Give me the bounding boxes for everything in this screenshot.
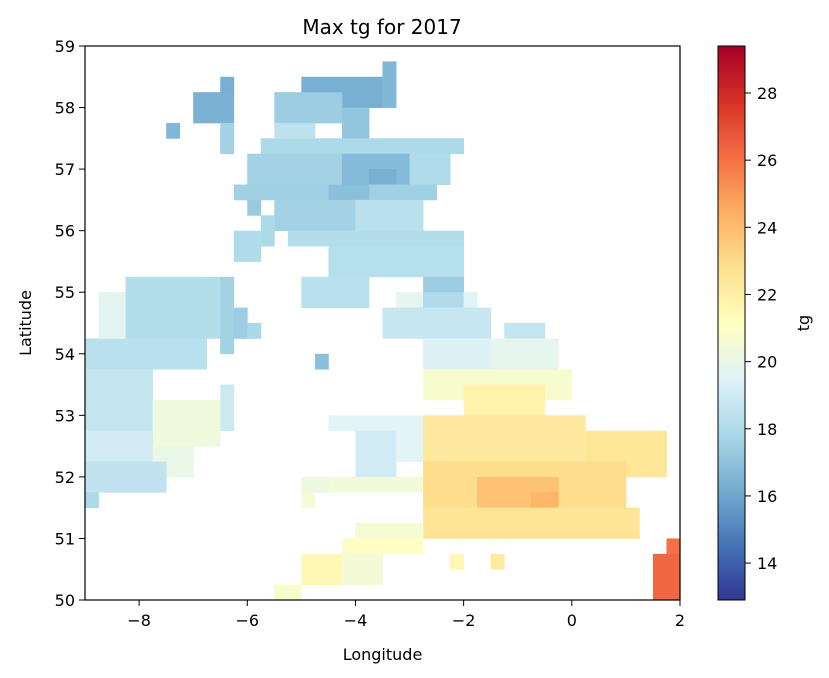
colorbar-tick-label: 22 [757, 285, 777, 304]
heatmap-cell [490, 553, 505, 570]
heatmap-cell [220, 76, 235, 93]
y-tick-label: 57 [55, 160, 75, 179]
heatmap-cell [423, 276, 465, 293]
heatmap-cell [85, 338, 208, 370]
colorbar-ticks: 14 16 18 20 22 24 26 28 [745, 84, 777, 573]
y-tick-label: 59 [55, 37, 75, 56]
chart-title: Max tg for 2017 [302, 15, 461, 39]
heatmap-cell [341, 107, 370, 139]
heatmap-cell [450, 553, 465, 570]
colorbar-tick-label: 24 [757, 218, 777, 237]
heatmap-cell [355, 523, 424, 539]
heatmap-cell [301, 476, 329, 493]
heatmap-cell [233, 230, 262, 262]
heatmap-cell [85, 430, 154, 462]
x-tick-label: 0 [567, 611, 577, 630]
heatmap-cell [463, 384, 546, 416]
heatmap-cells [85, 61, 681, 601]
heatmap-cell [220, 276, 235, 355]
heatmap-cell [301, 276, 370, 309]
heatmap-cell [396, 292, 424, 309]
heatmap-cell [314, 353, 329, 370]
heatmap-cell [666, 538, 681, 555]
colorbar-tick-label: 16 [757, 487, 777, 506]
heatmap-cell [85, 492, 99, 509]
heatmap-cell [490, 338, 559, 370]
heatmap-cell [85, 369, 154, 432]
heatmap-cell [98, 292, 126, 339]
heatmap-cell [355, 199, 424, 232]
heatmap-cell [328, 184, 370, 201]
y-tick-label: 51 [55, 529, 75, 548]
heatmap-cell [233, 307, 248, 339]
heatmap-cell [274, 122, 316, 139]
heatmap-cell [382, 307, 492, 339]
heatmap-cell [301, 553, 343, 586]
x-tick-label: 2 [675, 611, 685, 630]
heatmap-cell [341, 538, 424, 555]
x-axis: −8 −6 −4 −2 0 2 [127, 600, 685, 630]
x-tick-label: −2 [452, 611, 476, 630]
heatmap-cell [328, 476, 424, 493]
colorbar-label: tg [794, 315, 813, 331]
x-tick-label: −6 [235, 611, 259, 630]
y-axis-label: Latitude [16, 290, 35, 356]
y-tick-label: 50 [55, 591, 75, 610]
y-axis: 50 51 52 53 54 55 56 57 58 59 [55, 37, 85, 610]
heatmap-cell [368, 169, 397, 185]
heatmap-cell [166, 122, 181, 139]
y-tick-label: 53 [55, 406, 75, 425]
colorbar-tick-label: 14 [757, 554, 777, 573]
heatmap-cell [652, 553, 681, 601]
heatmap-cell [247, 199, 262, 216]
heatmap-cell [152, 399, 221, 447]
heatmap-cell [274, 584, 302, 601]
heatmap-cell [85, 461, 167, 493]
heatmap-cell [220, 384, 235, 432]
heatmap-cell [193, 92, 235, 124]
heatmap-cell [328, 246, 465, 278]
heatmap-cell [220, 122, 235, 155]
heatmap-cell [531, 492, 559, 509]
heatmap-cell [301, 492, 316, 509]
heatmap-cell [504, 323, 546, 339]
heatmap-cell [274, 92, 343, 124]
heatmap-cell [396, 430, 424, 462]
heatmap-cell [328, 415, 424, 432]
heatmap-cell [423, 292, 465, 309]
colorbar-tick-label: 26 [757, 151, 777, 170]
y-tick-label: 56 [55, 222, 75, 241]
y-tick-label: 58 [55, 99, 75, 118]
heatmap-cell [260, 215, 275, 247]
heatmap-cell [341, 553, 383, 586]
plot-frame [84, 45, 681, 601]
x-axis-label: Longitude [343, 645, 423, 664]
heatmap-cell [274, 199, 356, 232]
colorbar [717, 45, 746, 601]
x-tick-label: −8 [127, 611, 151, 630]
colorbar-tick-label: 18 [757, 420, 777, 439]
y-tick-label: 52 [55, 468, 75, 487]
heatmap-cell [125, 276, 221, 339]
heatmap-cell [423, 415, 586, 462]
heatmap-cell [423, 507, 640, 539]
heatmap-cell [409, 153, 451, 185]
x-tick-label: −4 [344, 611, 368, 630]
heatmap-cell [423, 338, 492, 370]
heatmap-cell [247, 323, 262, 339]
heatmap-cell [260, 138, 465, 155]
y-tick-label: 54 [55, 345, 75, 364]
heatmap-cell [355, 430, 397, 478]
heatmap-cell [287, 230, 465, 247]
heatmap-cell [382, 61, 397, 108]
heatmap-cell [463, 292, 478, 309]
y-tick-label: 55 [55, 283, 75, 302]
colorbar-tick-label: 28 [757, 84, 777, 103]
colorbar-tick-label: 20 [757, 353, 777, 372]
